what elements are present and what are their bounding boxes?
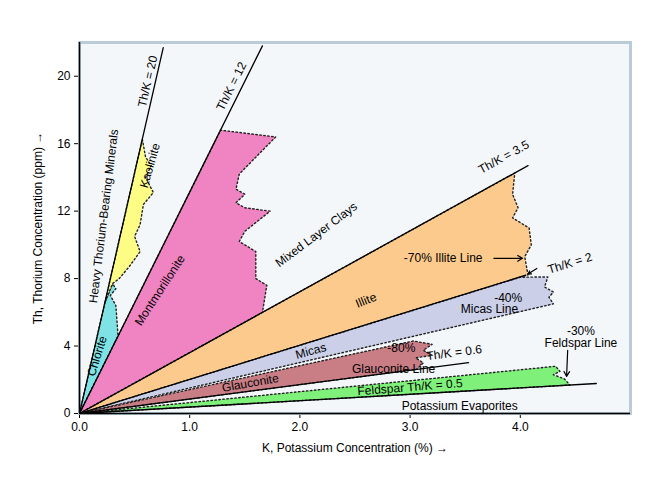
svg-text:16: 16 xyxy=(57,137,71,151)
svg-text:Th/K = 12: Th/K = 12 xyxy=(213,59,249,112)
svg-text:12: 12 xyxy=(57,204,71,218)
svg-text:0.0: 0.0 xyxy=(71,420,88,434)
svg-text:Th, Thorium Concentration (ppm: Th, Thorium Concentration (ppm) → xyxy=(31,132,45,325)
svg-text:8: 8 xyxy=(64,271,71,285)
svg-text:Montmorillonite: Montmorillonite xyxy=(132,252,188,328)
svg-text:-40%: -40% xyxy=(494,290,523,305)
svg-text:K, Potassium Concentration (%): K, Potassium Concentration (%) → xyxy=(262,441,448,455)
svg-text:Th/K = 0.6: Th/K = 0.6 xyxy=(426,342,483,363)
svg-text:4: 4 xyxy=(64,339,71,353)
svg-text:Th/K = 20: Th/K = 20 xyxy=(135,54,160,108)
svg-text:Chlorite: Chlorite xyxy=(84,334,110,378)
svg-text:2.0: 2.0 xyxy=(292,420,309,434)
svg-text:Illite: Illite xyxy=(353,290,378,311)
svg-text:Mixed Layer Clays: Mixed Layer Clays xyxy=(273,199,360,270)
svg-text:Heavy Thorium-Bearing Minerals: Heavy Thorium-Bearing Minerals xyxy=(86,128,121,304)
svg-text:20: 20 xyxy=(57,69,71,83)
svg-text:Micas: Micas xyxy=(294,340,328,362)
svg-text:Th/K = 2: Th/K = 2 xyxy=(546,250,594,277)
svg-text:3.0: 3.0 xyxy=(402,420,419,434)
svg-text:-80%: -80% xyxy=(387,341,415,355)
svg-text:-30%Feldspar Line: -30%Feldspar Line xyxy=(545,324,618,350)
svg-text:0: 0 xyxy=(64,406,71,420)
svg-text:Glauconite: Glauconite xyxy=(221,371,280,395)
svg-text:-70% Illite Line: -70% Illite Line xyxy=(404,251,483,265)
svg-text:Micas Line: Micas Line xyxy=(461,302,519,316)
svg-text:1.0: 1.0 xyxy=(181,420,198,434)
svg-text:Th/K = 3.5: Th/K = 3.5 xyxy=(476,137,532,176)
svg-text:4.0: 4.0 xyxy=(512,420,529,434)
svg-text:Kaolinite: Kaolinite xyxy=(137,141,163,189)
svg-text:Glauconite Line: Glauconite Line xyxy=(352,362,436,376)
svg-text:Potassium Evaporites: Potassium Evaporites xyxy=(402,399,518,413)
svg-text:Feldspar Th/K = 0.5: Feldspar Th/K = 0.5 xyxy=(357,376,464,398)
